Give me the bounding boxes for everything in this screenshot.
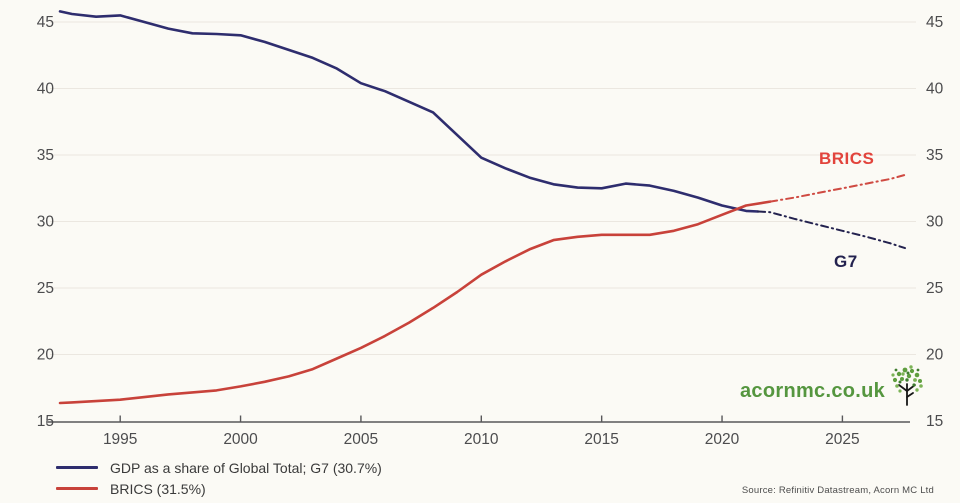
x-tick-label: 2020 bbox=[705, 431, 740, 448]
y-tick-label-right: 35 bbox=[926, 147, 943, 164]
x-tick-label: 2010 bbox=[464, 431, 499, 448]
y-tick-label-right: 15 bbox=[926, 413, 943, 430]
y-tick-label-right: 25 bbox=[926, 280, 943, 297]
y-tick-label-right: 40 bbox=[926, 81, 944, 98]
y-tick-label-left: 20 bbox=[37, 347, 55, 364]
legend-label-brics: BRICS (31.5%) bbox=[110, 480, 206, 497]
y-tick-label-left: 40 bbox=[37, 81, 55, 98]
y-tick-label-left: 15 bbox=[37, 413, 54, 430]
brics-forecast-line bbox=[769, 173, 906, 203]
g7-actual-line bbox=[58, 10, 760, 213]
brics-annotation: BRICS bbox=[819, 149, 875, 168]
x-tick-label: 2005 bbox=[344, 431, 378, 448]
y-tick-label-left: 45 bbox=[37, 14, 54, 31]
legend-item-g7: GDP as a share of Global Total; G7 (30.7… bbox=[56, 457, 382, 478]
site-logo-text: acornmc.co.uk bbox=[740, 380, 886, 402]
x-tick-label: 1995 bbox=[103, 431, 137, 448]
legend: GDP as a share of Global Total; G7 (30.7… bbox=[56, 457, 382, 499]
g7-forecast-line bbox=[757, 210, 906, 250]
y-tick-label-right: 45 bbox=[926, 14, 943, 31]
y-tick-label-left: 35 bbox=[37, 147, 54, 164]
legend-label-g7: GDP as a share of Global Total; G7 (30.7… bbox=[110, 459, 382, 476]
x-tick-label: 2025 bbox=[825, 431, 859, 448]
source-note: Source: Refinitiv Datastream, Acorn MC L… bbox=[741, 485, 934, 496]
legend-item-brics: BRICS (31.5%) bbox=[56, 478, 382, 499]
x-tick-label: 2015 bbox=[584, 431, 618, 448]
legend-line-sample-brics bbox=[56, 487, 98, 490]
site-logo: acornmc.co.uk bbox=[740, 365, 927, 411]
y-tick-label-left: 25 bbox=[37, 280, 54, 297]
legend-line-sample-g7 bbox=[56, 466, 98, 469]
x-tick-label: 2000 bbox=[223, 431, 258, 448]
g7-annotation: G7 bbox=[834, 252, 858, 271]
brics-actual-line bbox=[58, 200, 772, 405]
y-tick-label-left: 30 bbox=[37, 214, 55, 231]
acorn-tree-icon bbox=[887, 364, 927, 411]
y-tick-label-right: 30 bbox=[926, 214, 944, 231]
y-tick-label-right: 20 bbox=[926, 347, 944, 364]
